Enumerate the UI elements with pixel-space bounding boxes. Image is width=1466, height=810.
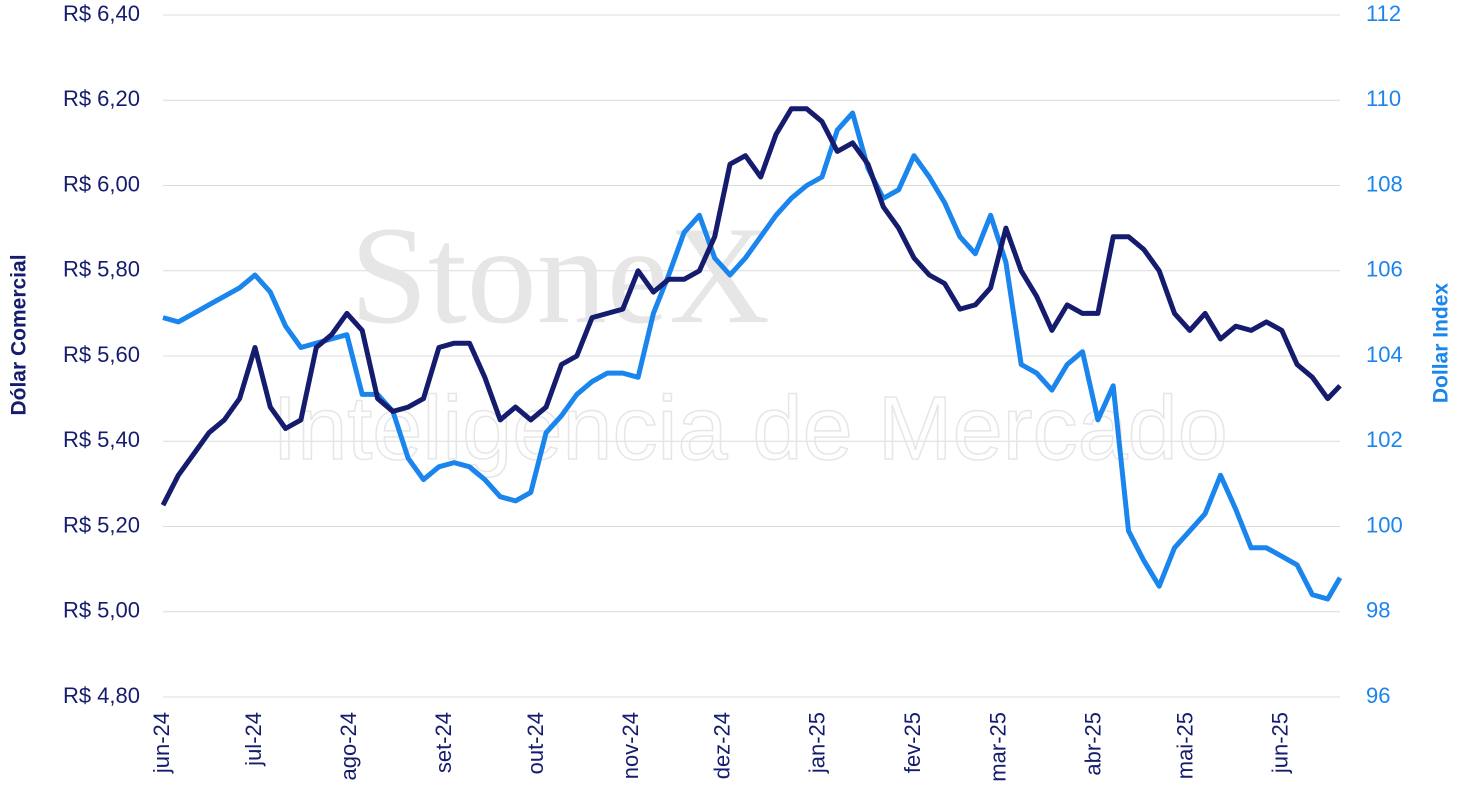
x-tick-label: mai-25 bbox=[1173, 712, 1198, 779]
x-tick-label: set-24 bbox=[431, 712, 456, 773]
y2-tick-label: 112 bbox=[1366, 1, 1401, 26]
x-tick-label: abr-25 bbox=[1081, 712, 1106, 776]
y2-tick-label: 98 bbox=[1366, 598, 1390, 623]
y-tick-label: R$ 5,20 bbox=[63, 512, 140, 537]
x-tick-label: ago-24 bbox=[336, 712, 361, 781]
y2-tick-label: 104 bbox=[1366, 342, 1403, 367]
y-tick-label: R$ 4,80 bbox=[63, 683, 140, 708]
watermark-subtitle: Inteligencia de Mercado bbox=[272, 379, 1228, 479]
y2-tick-label: 102 bbox=[1366, 427, 1403, 452]
y-tick-label: R$ 6,20 bbox=[63, 86, 140, 111]
y2-tick-label: 108 bbox=[1366, 171, 1403, 196]
series-line bbox=[162, 110, 1343, 602]
x-tick-label: jan-25 bbox=[805, 712, 830, 774]
y-tick-label: R$ 5,80 bbox=[63, 257, 140, 282]
y2-tick-label: 106 bbox=[1366, 257, 1403, 282]
y2-tick-label: 100 bbox=[1366, 512, 1403, 537]
x-tick-label: out-24 bbox=[523, 712, 548, 774]
watermark-brand: StoneX bbox=[350, 198, 770, 353]
x-tick-label: jun-25 bbox=[1268, 712, 1293, 774]
series-line bbox=[160, 106, 1342, 507]
x-tick-label: nov-24 bbox=[618, 712, 643, 779]
y2-tick-label: 96 bbox=[1366, 683, 1390, 708]
y-tick-label: R$ 6,40 bbox=[63, 1, 140, 26]
x-tick-label: dez-24 bbox=[710, 712, 735, 779]
x-tick-label: mar-25 bbox=[986, 712, 1011, 782]
y-tick-label: R$ 5,00 bbox=[63, 598, 140, 623]
y-tick-label: R$ 5,60 bbox=[63, 342, 140, 367]
y-axis-title: Dólar Comercial bbox=[8, 254, 31, 415]
x-tick-label: jun-24 bbox=[149, 712, 174, 774]
y2-axis-title: Dollar Index bbox=[1430, 283, 1453, 404]
x-tick-label: jul-24 bbox=[241, 712, 266, 767]
y-tick-label: R$ 5,40 bbox=[63, 427, 140, 452]
y-tick-label: R$ 6,00 bbox=[63, 171, 140, 196]
x-tick-label: fev-25 bbox=[900, 712, 925, 773]
grid bbox=[163, 14, 1340, 698]
y2-tick-label: 110 bbox=[1366, 86, 1401, 111]
